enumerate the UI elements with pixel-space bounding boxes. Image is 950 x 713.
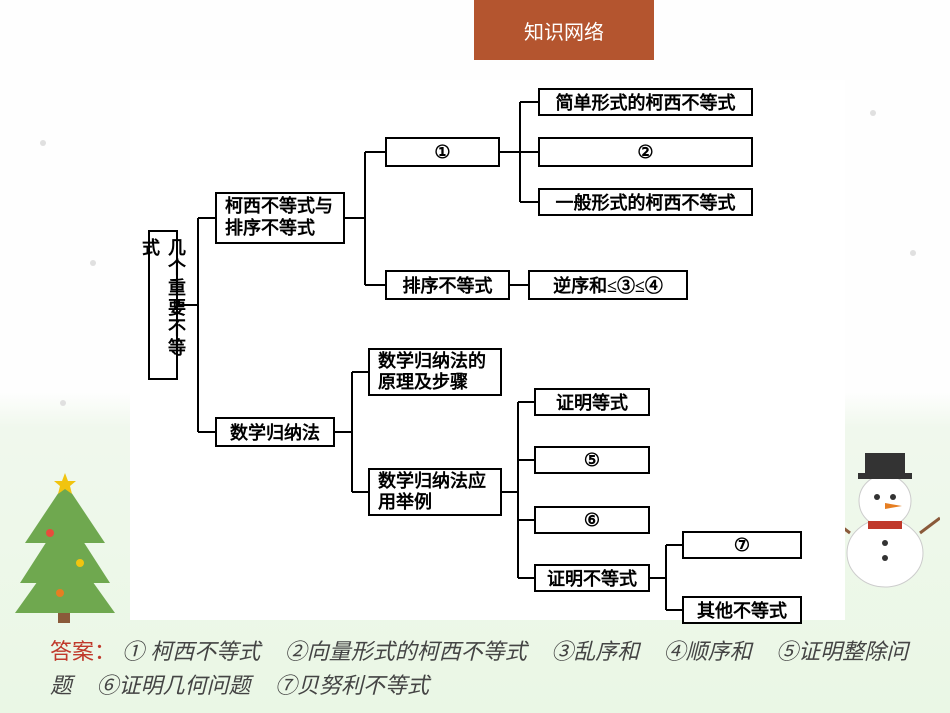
circle-7: ⑦ bbox=[682, 531, 802, 559]
other-ineq: 其他不等式 bbox=[682, 596, 802, 624]
answer-6: ⑥证明几何问题 bbox=[96, 673, 250, 698]
sort-relation-box: 逆序和≤③≤④ bbox=[528, 270, 688, 300]
circle-6: ⑥ bbox=[534, 506, 650, 534]
induction-principle: 数学归纳法的原理及步骤 bbox=[368, 348, 502, 396]
header-tab: 知识网络 bbox=[474, 0, 654, 60]
prove-ineq: 证明不等式 bbox=[534, 564, 650, 592]
answer-1: ① 柯西不等式 bbox=[122, 639, 260, 664]
circle-5: ⑤ bbox=[534, 446, 650, 474]
answer-lead: 答案： bbox=[50, 639, 116, 664]
leaf-simple-cauchy: 简单形式的柯西不等式 bbox=[538, 88, 753, 116]
answer-7: ⑦贝努利不等式 bbox=[275, 673, 429, 698]
leaf-general-cauchy: 一般形式的柯西不等式 bbox=[538, 188, 753, 216]
root-box: 几个重要不等式 bbox=[148, 230, 178, 380]
tree-decoration bbox=[10, 473, 120, 633]
branch-induction: 数学归纳法 bbox=[215, 417, 335, 447]
prove-eq: 证明等式 bbox=[534, 388, 650, 416]
induction-examples: 数学归纳法应用举例 bbox=[368, 468, 502, 516]
diagram-panel: 几个重要不等式 柯西不等式与排序不等式 ① 简单形式的柯西不等式 ② 一般形式的… bbox=[130, 80, 845, 620]
branch-cauchy-sort: 柯西不等式与排序不等式 bbox=[215, 192, 345, 244]
answer-2: ②向量形式的柯西不等式 bbox=[285, 639, 527, 664]
circle-1: ① bbox=[385, 137, 500, 167]
snowman-decoration bbox=[830, 423, 940, 593]
circle-2: ② bbox=[538, 137, 753, 167]
answer-4: ④顺序和 bbox=[664, 639, 752, 664]
sort-ineq-box: 排序不等式 bbox=[385, 270, 510, 300]
answer-3: ③乱序和 bbox=[551, 639, 639, 664]
answer-block: 答案： ① 柯西不等式 ②向量形式的柯西不等式 ③乱序和 ④顺序和 ⑤证明整除问… bbox=[50, 635, 910, 703]
